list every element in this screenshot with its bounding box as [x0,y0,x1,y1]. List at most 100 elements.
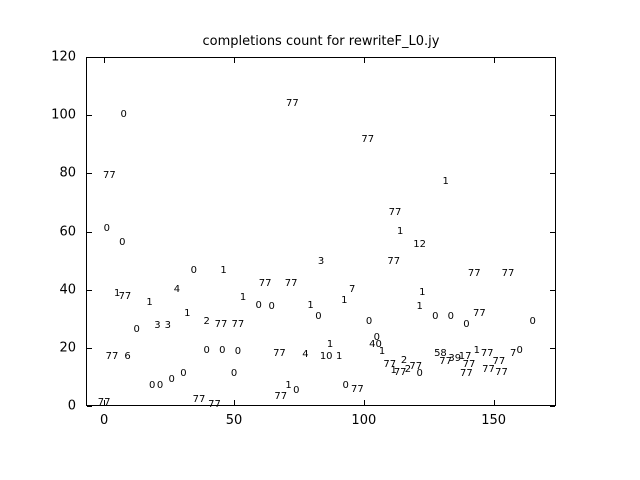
x-tick-mark [234,58,235,63]
data-point: 0 [149,379,156,391]
data-point: 0 [365,315,373,327]
data-point: 0 [432,311,439,323]
x-tick-label: 50 [225,413,243,428]
data-point: 1 [390,365,397,377]
data-point: 10 [319,350,333,362]
data-point: 4 [173,283,181,295]
data-point: 0 [230,368,238,379]
x-tick-label: 100 [351,413,377,428]
data-point: 0 [447,311,455,323]
data-point: 2 [404,363,412,375]
x-tick-mark [234,400,235,405]
data-point: 1 [378,346,386,358]
data-point: 4 [302,349,309,361]
data-point: 1 [335,350,343,362]
data-point: 1 [442,176,449,188]
data-point: 0 [342,379,349,391]
data-point: 77 [274,391,288,403]
data-point: 1 [113,288,121,300]
data-point: 1 [146,296,153,308]
y-tick-mark [87,57,92,58]
data-point: 1 [184,308,191,320]
y-tick-mark [87,115,92,117]
y-tick-mark [550,115,555,117]
x-tick-label: 150 [481,413,507,428]
data-point: 77 [409,360,423,372]
data-point: 77 [387,256,401,268]
y-tick-mark [87,406,92,407]
data-point: 6 [124,350,131,362]
data-point: 7 [348,283,356,295]
y-tick-mark [550,173,555,175]
data-point: 7 [509,347,517,359]
data-point: 77 [105,350,119,362]
y-tick-mark [87,289,92,291]
data-point: 77 [192,394,206,406]
data-point: 0 [190,264,197,276]
data-point: 0 [133,324,140,336]
y-tick-mark [87,231,92,233]
data-point: 1 [416,301,423,313]
data-point: 77 [460,368,473,379]
data-point: 77 [501,267,515,279]
data-point: 3 [164,320,171,332]
data-point: 77 [383,359,397,371]
y-tick-mark [550,406,555,407]
data-point: 0 [119,237,126,249]
data-point: 3 [154,320,161,332]
x-tick-mark [104,58,106,63]
data-point: 0 [120,109,127,121]
data-point: 17 [458,350,472,362]
data-point: 77 [97,397,111,409]
data-point: 77 [286,97,299,109]
data-point: 1 [285,379,292,391]
y-tick-label: 100 [51,107,76,123]
data-point: 2 [203,315,210,327]
data-point: 1 [239,292,247,304]
data-point: 77 [388,206,402,218]
data-point: 0 [268,301,275,313]
data-point: 77 [467,267,481,279]
data-point: 77 [214,318,228,330]
y-tick-mark [87,347,92,349]
data-point: 1 [220,264,227,276]
data-point: 0 [203,344,210,356]
data-point: 58 [434,347,447,359]
data-point: 77 [393,366,407,378]
y-tick-mark [87,173,92,175]
data-point: 3 [317,256,325,268]
data-point: 77 [284,277,298,289]
y-tick-label: 120 [51,49,76,65]
x-tick-label: 0 [100,413,109,428]
y-tick-label: 40 [59,282,76,298]
data-point: 1 [326,338,334,350]
data-point: 1 [419,286,426,298]
y-tick-mark [550,231,555,233]
data-point: 40 [369,338,382,350]
data-point: 77 [102,170,116,182]
x-tick-mark [493,400,495,405]
y-tick-mark [550,347,555,349]
data-point: 0 [529,315,536,327]
chart-title: completions count for rewriteF_L0.jy [202,34,440,49]
data-point: 1 [397,225,404,237]
y-tick-mark [550,57,555,58]
data-point: 0 [103,222,110,234]
data-point: 77 [361,133,375,145]
data-point: 77 [208,398,221,410]
data-point: 0 [516,344,523,356]
data-point: 77 [350,384,364,395]
data-point: 77 [492,356,506,368]
data-point: 0 [180,368,187,379]
data-point: 0 [255,299,262,311]
data-point: 0 [234,346,242,358]
data-point: 77 [473,308,486,320]
data-point: 77 [118,290,132,302]
data-point: 0 [463,318,470,330]
data-point: 0 [416,368,423,379]
x-tick-mark [493,58,495,63]
data-point: 12 [413,238,427,250]
data-point: 77 [462,359,476,371]
data-point: 77 [231,318,245,330]
y-tick-label: 0 [67,398,76,414]
